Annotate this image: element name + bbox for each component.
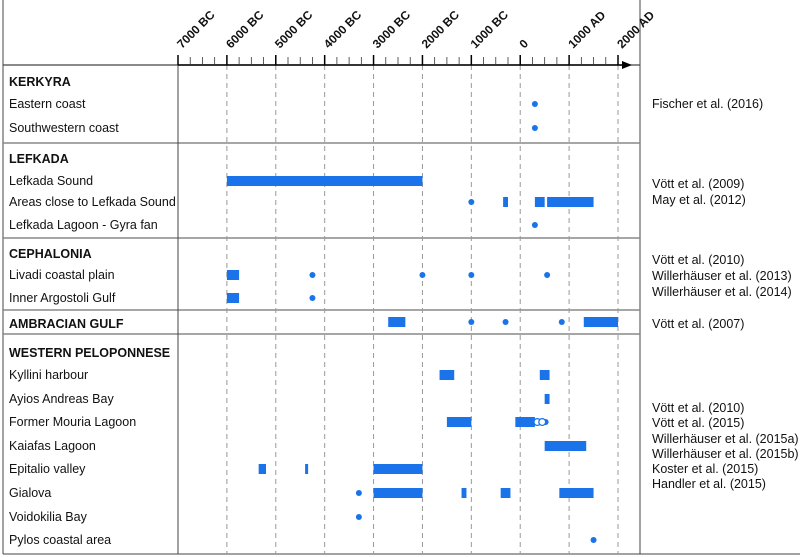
period-bar bbox=[226, 270, 240, 280]
event-point bbox=[309, 295, 316, 301]
reference-text: Willerhäuser et al. (2014) bbox=[652, 285, 792, 299]
tick-label-group: 1000 AD bbox=[565, 8, 608, 51]
group-heading: CEPHALONIA bbox=[9, 247, 92, 261]
tick-label: 4000 BC bbox=[321, 7, 365, 51]
period-bar bbox=[547, 197, 594, 207]
row-label: Lefkada Sound bbox=[9, 174, 93, 188]
row-label: Southwestern coast bbox=[9, 121, 119, 135]
period-bar bbox=[515, 417, 535, 427]
row-label: Kaiafas Lagoon bbox=[9, 439, 96, 453]
event-point bbox=[468, 272, 475, 278]
period-bar bbox=[544, 394, 550, 404]
event-open-point bbox=[538, 417, 547, 427]
period-bar bbox=[559, 488, 594, 498]
event-point bbox=[531, 125, 538, 131]
event-point bbox=[531, 101, 538, 107]
reference-text: Fischer et al. (2016) bbox=[652, 97, 763, 111]
event-point bbox=[590, 537, 597, 543]
reference-text: Koster et al. (2015) bbox=[652, 462, 758, 476]
row-label: Inner Argostoli Gulf bbox=[9, 291, 116, 305]
reference-text: Handler et al. (2015) bbox=[652, 477, 766, 491]
tick-label: 1000 BC bbox=[468, 7, 512, 51]
data-marks bbox=[226, 101, 618, 543]
row-label: Ayios Andreas Bay bbox=[9, 392, 114, 406]
event-point bbox=[544, 272, 551, 278]
tick-label: 1000 AD bbox=[565, 8, 608, 51]
reference-text: Willerhäuser et al. (2015b) bbox=[652, 447, 799, 461]
references: Fischer et al. (2016) Vött et al. (2009) M… bbox=[652, 97, 799, 491]
reference-text: May et al. (2012) bbox=[652, 193, 746, 207]
period-bar bbox=[226, 176, 423, 186]
period-bar bbox=[388, 317, 406, 327]
tick-label-group: 6000 BC bbox=[223, 7, 267, 51]
row-label: Gialova bbox=[9, 486, 51, 500]
tick-label: 2000 BC bbox=[419, 7, 463, 51]
period-bar bbox=[503, 197, 508, 207]
tick-label: 2000 AD bbox=[614, 8, 657, 51]
tick-label-group: 5000 BC bbox=[272, 7, 316, 51]
tick-label-group: 2000 BC bbox=[419, 7, 463, 51]
period-bar bbox=[373, 488, 423, 498]
period-bar bbox=[305, 464, 309, 474]
row-label: Voidokilia Bay bbox=[9, 510, 88, 524]
reference-text: Vött et al. (2010) bbox=[652, 253, 744, 267]
period-bar bbox=[583, 317, 618, 327]
reference-text: Vött et al. (2015) bbox=[652, 416, 744, 430]
reference-text: Vött et al. (2009) bbox=[652, 177, 744, 191]
period-bar bbox=[439, 370, 455, 380]
period-bar bbox=[258, 464, 266, 474]
period-bar bbox=[226, 293, 240, 303]
period-bar bbox=[534, 197, 545, 207]
event-point bbox=[355, 514, 362, 520]
tick-label: 3000 BC bbox=[370, 7, 414, 51]
event-point bbox=[531, 222, 538, 228]
group-heading: LEFKADA bbox=[9, 152, 69, 166]
tick-label: 6000 BC bbox=[223, 7, 267, 51]
reference-text: Vött et al. (2007) bbox=[652, 317, 744, 331]
tick-label: 7000 BC bbox=[174, 7, 218, 51]
tick-label: 5000 BC bbox=[272, 7, 316, 51]
tick-label-group: 7000 BC bbox=[174, 7, 218, 51]
row-label: Pylos coastal area bbox=[9, 533, 111, 547]
row-label: Epitalio valley bbox=[9, 462, 86, 476]
tick-label-group: 4000 BC bbox=[321, 7, 365, 51]
period-bar bbox=[446, 417, 472, 427]
period-bar bbox=[500, 488, 511, 498]
event-point bbox=[502, 319, 509, 325]
axis-arrow-icon bbox=[622, 61, 632, 69]
period-bar bbox=[461, 488, 467, 498]
tick-label-group: 1000 BC bbox=[468, 7, 512, 51]
row-label: Former Mouria Lagoon bbox=[9, 415, 136, 429]
time-axis: 7000 BC 6000 BC 5000 BC 4000 BC 3000 BC 2000 … bbox=[174, 7, 658, 69]
tick-label-group: 2000 AD bbox=[614, 8, 657, 51]
group-heading: AMBRACIAN GULF bbox=[9, 317, 124, 331]
event-point bbox=[558, 319, 565, 325]
event-point bbox=[468, 319, 475, 325]
row-label: Livadi coastal plain bbox=[9, 268, 115, 282]
row-label: Areas close to Lefkada Sound bbox=[9, 195, 176, 209]
period-bar bbox=[544, 441, 587, 451]
event-point bbox=[419, 272, 426, 278]
reference-text: Willerhäuser et al. (2015a) bbox=[652, 432, 799, 446]
group-heading: WESTERN PELOPONNESE bbox=[9, 346, 170, 360]
group-heading: KERKYRA bbox=[9, 75, 71, 89]
row-label: Eastern coast bbox=[9, 97, 86, 111]
tick-label-group: 0 bbox=[516, 36, 531, 51]
period-bar bbox=[373, 464, 423, 474]
reference-text: Willerhäuser et al. (2013) bbox=[652, 269, 792, 283]
row-label: Kyllini harbour bbox=[9, 368, 88, 382]
row-labels: KERKYRA Eastern coast Southwestern coast LE… bbox=[9, 75, 176, 547]
event-point bbox=[468, 199, 475, 205]
reference-text: Vött et al. (2010) bbox=[652, 401, 744, 415]
row-label: Lefkada Lagoon - Gyra fan bbox=[9, 218, 158, 232]
period-bar bbox=[539, 370, 550, 380]
event-point bbox=[355, 490, 362, 496]
tick-label: 0 bbox=[516, 36, 531, 51]
tick-label-group: 3000 BC bbox=[370, 7, 414, 51]
event-point bbox=[309, 272, 316, 278]
